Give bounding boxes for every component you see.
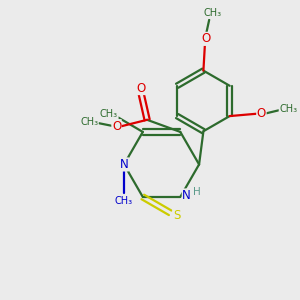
Text: O: O — [137, 82, 146, 94]
Text: CH₃: CH₃ — [203, 8, 221, 19]
Text: CH₃: CH₃ — [100, 109, 118, 119]
Text: N: N — [182, 189, 191, 202]
Text: H: H — [193, 187, 201, 197]
Text: CH₃: CH₃ — [80, 117, 98, 127]
Text: S: S — [173, 209, 180, 222]
Text: O: O — [112, 120, 121, 133]
Text: O: O — [202, 32, 211, 45]
Text: CH₃: CH₃ — [115, 196, 133, 206]
Text: O: O — [257, 107, 266, 120]
Text: CH₃: CH₃ — [279, 104, 297, 114]
Text: N: N — [120, 158, 128, 171]
